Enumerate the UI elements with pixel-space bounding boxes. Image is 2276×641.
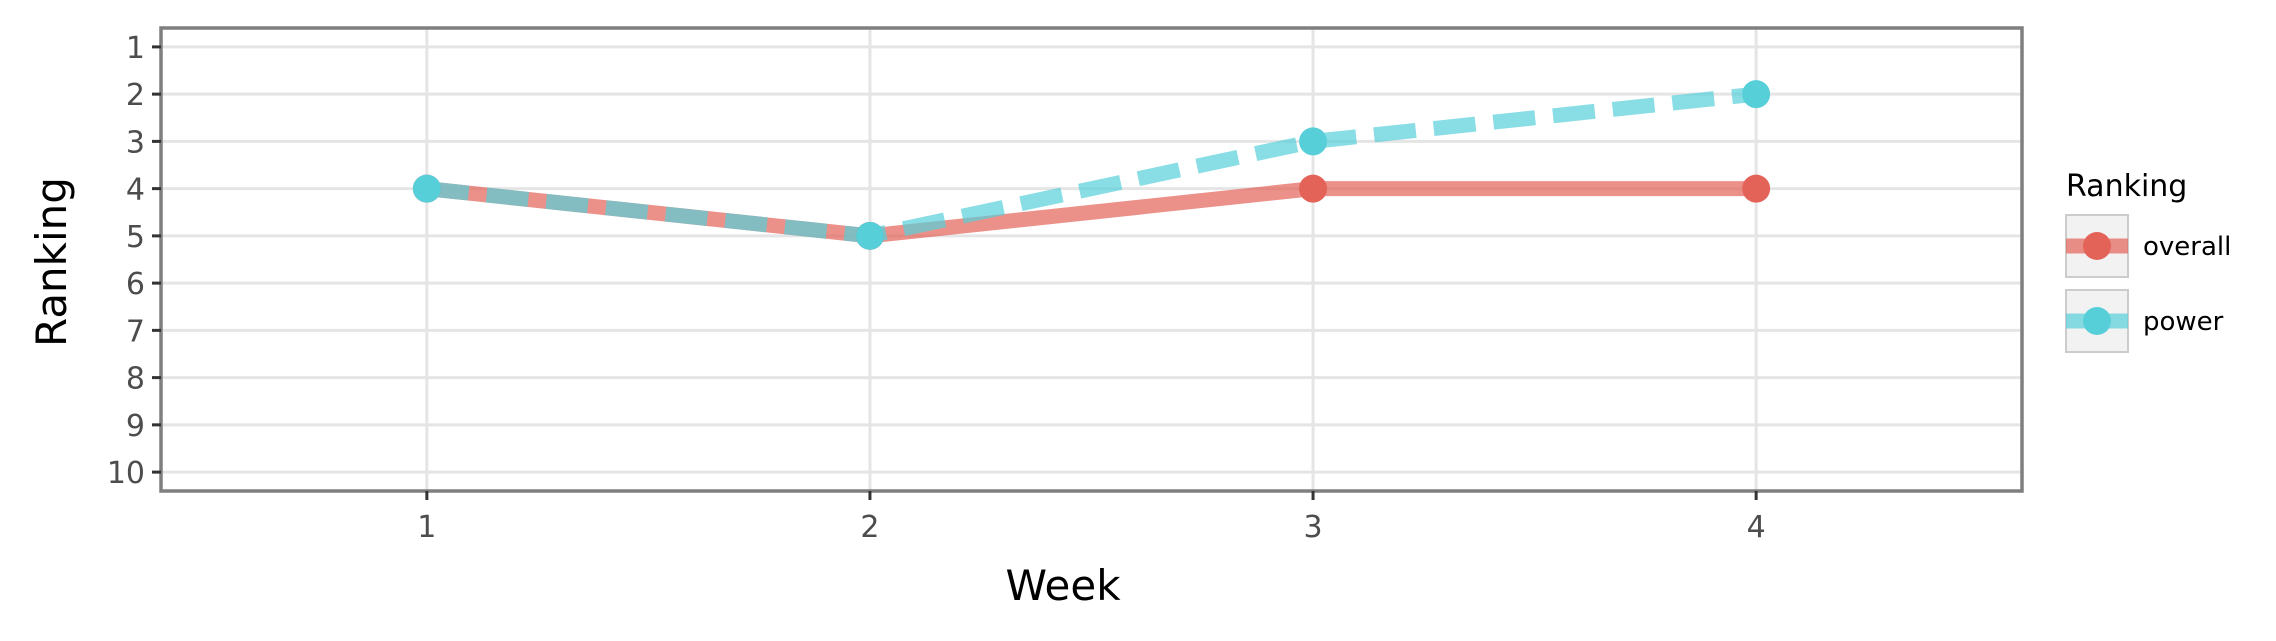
legend-label: overall xyxy=(2143,232,2231,262)
x-tick-label: 2 xyxy=(860,510,879,545)
y-tick-label: 1 xyxy=(126,31,145,66)
legend-item-power: power xyxy=(2065,289,2224,353)
data-point-power xyxy=(412,174,441,203)
legend-title: Ranking xyxy=(2066,169,2187,204)
data-point-overall xyxy=(1742,174,1771,203)
y-tick-label: 5 xyxy=(126,220,145,255)
y-tick-label: 2 xyxy=(126,78,145,113)
y-tick-label: 4 xyxy=(126,173,145,208)
x-tick-label: 4 xyxy=(1747,510,1766,545)
data-point-power xyxy=(855,221,884,250)
y-tick-label: 3 xyxy=(126,125,145,160)
series-lines xyxy=(426,86,1757,244)
grid-lines xyxy=(161,28,2022,491)
legend-item-overall: overall xyxy=(2065,214,2231,278)
y-tick-label: 7 xyxy=(126,314,145,349)
data-point-power xyxy=(1299,127,1328,156)
data-point-power xyxy=(1742,80,1771,109)
y-axis-title: Ranking xyxy=(27,177,76,347)
legend-key-point xyxy=(2083,307,2111,335)
data-point-overall xyxy=(1299,174,1328,203)
y-tick-label: 10 xyxy=(107,456,145,491)
data-points xyxy=(412,80,1771,250)
legend: Ranking overall power xyxy=(2065,169,2231,353)
series-line-power xyxy=(426,86,1757,244)
y-tick-label: 9 xyxy=(126,409,145,444)
y-tick-label: 8 xyxy=(126,362,145,397)
x-axis-title: Week xyxy=(1005,561,1121,610)
legend-key-point xyxy=(2083,232,2111,260)
x-tick-label: 1 xyxy=(417,510,436,545)
series-line-overall xyxy=(426,181,1757,244)
axis-ticks: 1 2 3 4 5 6 7 8 9 10 1 2 3 4 xyxy=(107,31,1766,545)
legend-label: power xyxy=(2143,307,2224,337)
y-tick-label: 6 xyxy=(126,267,145,302)
x-tick-label: 3 xyxy=(1304,510,1323,545)
plot-panel xyxy=(159,26,2024,493)
